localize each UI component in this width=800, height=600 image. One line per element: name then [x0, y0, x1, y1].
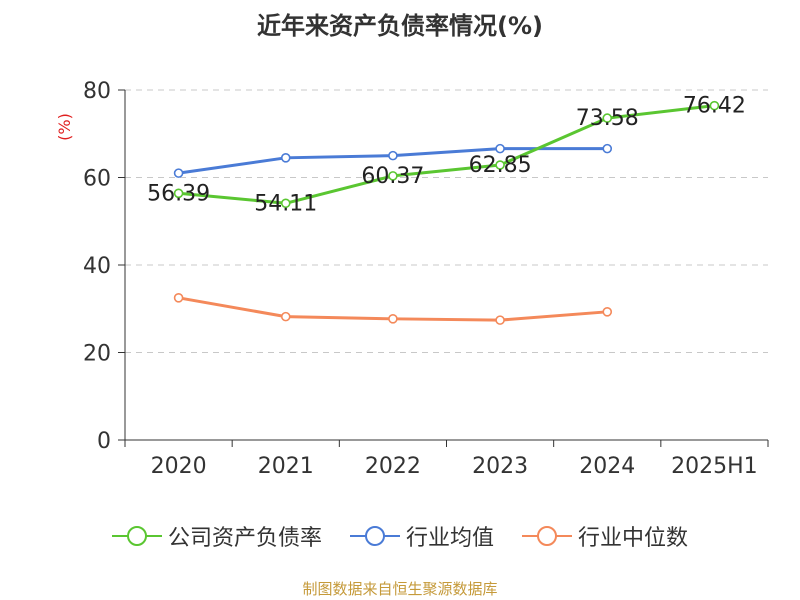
y-tick-label: 60	[83, 167, 111, 192]
x-tick-label: 2025H1	[671, 454, 758, 479]
data-point	[280, 153, 291, 163]
x-tick-label: 2022	[365, 454, 421, 479]
data-point	[173, 168, 184, 178]
x-tick-label: 2021	[258, 454, 314, 479]
data-point	[173, 188, 184, 199]
y-tick-label: 20	[83, 342, 111, 367]
legend-item[interactable]: 行业均值	[349, 520, 494, 552]
series-line	[178, 104, 715, 205]
data-point	[495, 315, 505, 325]
axis-layer: 0 20 40 60 80 2020 2021 2022 2023 2024 2025H1 (%)	[55, 79, 769, 479]
legend-label: 行业均值	[405, 526, 494, 551]
data-label: 73.58	[576, 106, 639, 131]
legend-item[interactable]: 行业中位数	[522, 520, 688, 552]
x-tick-label: 2024	[579, 454, 635, 479]
data-point	[602, 113, 613, 123]
legend-label: 行业中位数	[578, 526, 689, 551]
data-point	[602, 307, 613, 317]
legend-marker-icon	[111, 526, 162, 546]
data-label: 76.42	[683, 94, 746, 119]
data-label: 60.37	[361, 164, 424, 189]
y-tick-label: 0	[97, 429, 111, 454]
legend-marker-icon	[522, 526, 572, 546]
y-tick-label: 40	[83, 254, 111, 279]
data-point	[280, 198, 291, 209]
legend-marker-icon	[349, 526, 400, 546]
data-point	[602, 143, 613, 154]
data-point	[709, 100, 720, 111]
series-layer	[173, 100, 720, 325]
data-point	[388, 150, 398, 161]
legend-item[interactable]: 公司资产负债率	[111, 520, 322, 552]
data-label: 56.39	[147, 181, 210, 206]
source-note: 制图数据来自恒生聚源数据库	[302, 580, 498, 598]
grid-layer	[125, 89, 768, 353]
y-axis-label: (%)	[55, 113, 74, 141]
data-point	[280, 311, 291, 322]
legend-label: 公司资产负债率	[167, 526, 322, 551]
data-label: 62.85	[469, 153, 532, 178]
legend: 公司资产负债率 行业均值 行业中位数	[0, 520, 800, 552]
x-tick-label: 2020	[151, 454, 207, 479]
y-tick-label: 80	[83, 79, 111, 104]
data-label: 54.11	[254, 191, 317, 216]
data-point	[388, 314, 398, 324]
data-point	[173, 293, 184, 303]
data-point	[495, 160, 505, 170]
label-layer: 56.39 54.11 60.37 62.85 73.58 76.42	[147, 94, 746, 217]
data-point	[495, 143, 505, 154]
chart-title: 近年来资产负债率情况(%)	[257, 12, 543, 40]
data-point	[388, 171, 398, 181]
x-tick-label: 2023	[472, 454, 528, 479]
